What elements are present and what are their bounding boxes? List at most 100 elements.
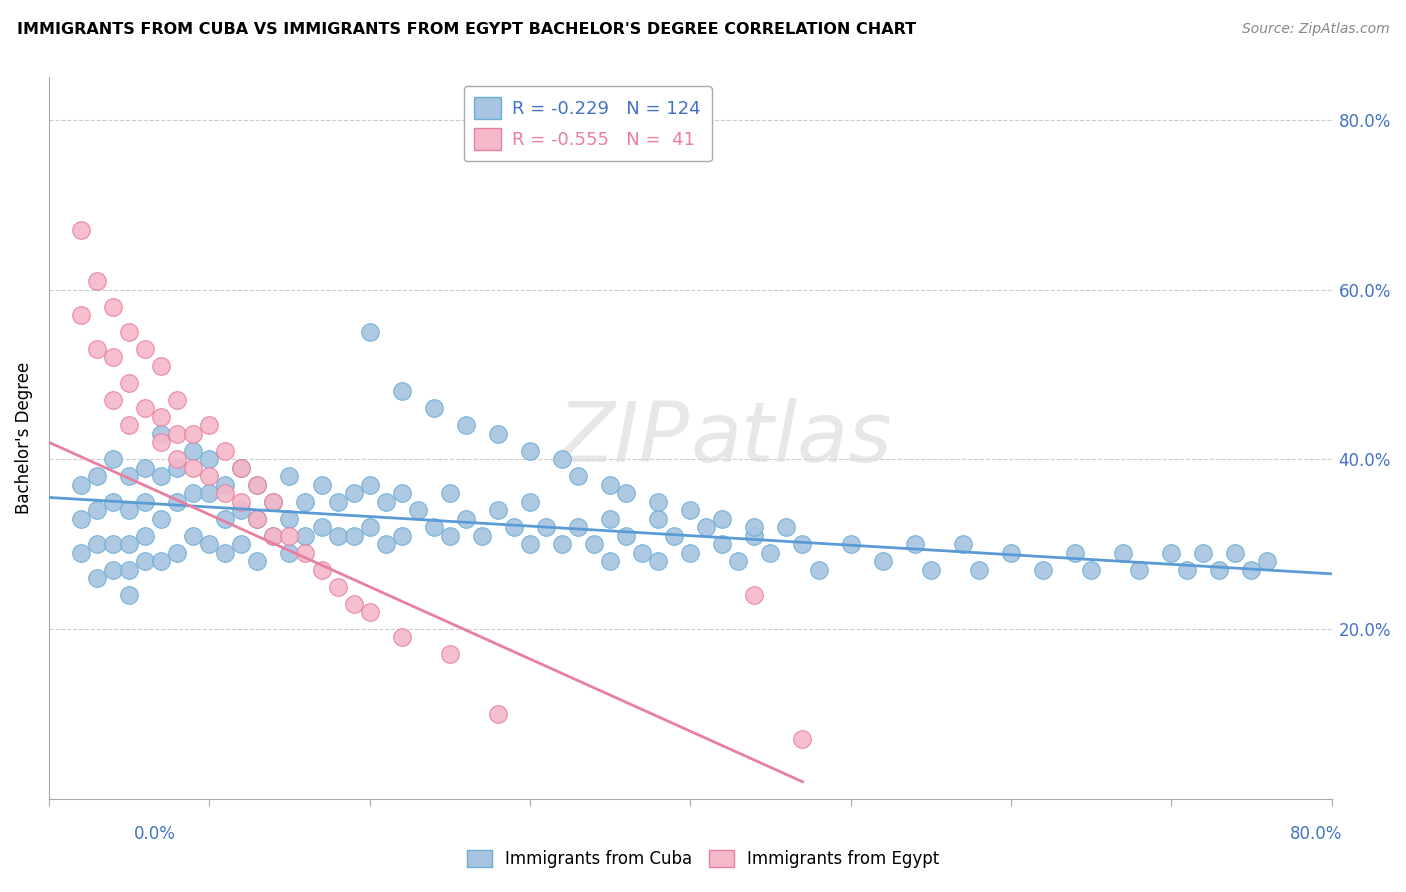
Point bbox=[534, 520, 557, 534]
Point bbox=[86, 503, 108, 517]
Point bbox=[214, 443, 236, 458]
Point bbox=[262, 494, 284, 508]
Point bbox=[647, 554, 669, 568]
Point bbox=[86, 537, 108, 551]
Point bbox=[647, 494, 669, 508]
Point bbox=[311, 520, 333, 534]
Point bbox=[599, 511, 621, 525]
Point bbox=[744, 520, 766, 534]
Point bbox=[311, 563, 333, 577]
Point bbox=[181, 529, 204, 543]
Point bbox=[101, 351, 124, 365]
Point bbox=[872, 554, 894, 568]
Point bbox=[214, 546, 236, 560]
Point bbox=[614, 529, 637, 543]
Point bbox=[1112, 546, 1135, 560]
Point bbox=[181, 443, 204, 458]
Point bbox=[711, 537, 734, 551]
Point bbox=[214, 486, 236, 500]
Point bbox=[262, 529, 284, 543]
Point bbox=[439, 529, 461, 543]
Legend: R = -0.229   N = 124, R = -0.555   N =  41: R = -0.229 N = 124, R = -0.555 N = 41 bbox=[464, 87, 711, 161]
Point bbox=[166, 392, 188, 407]
Point bbox=[422, 520, 444, 534]
Point bbox=[454, 418, 477, 433]
Point bbox=[503, 520, 526, 534]
Point bbox=[342, 597, 364, 611]
Point bbox=[134, 460, 156, 475]
Point bbox=[150, 435, 173, 450]
Legend: Immigrants from Cuba, Immigrants from Egypt: Immigrants from Cuba, Immigrants from Eg… bbox=[460, 843, 946, 875]
Point bbox=[118, 588, 141, 602]
Point bbox=[134, 342, 156, 356]
Point bbox=[134, 529, 156, 543]
Y-axis label: Bachelor's Degree: Bachelor's Degree bbox=[15, 362, 32, 514]
Point bbox=[567, 520, 589, 534]
Point bbox=[294, 546, 316, 560]
Point bbox=[1192, 546, 1215, 560]
Point bbox=[118, 418, 141, 433]
Point bbox=[904, 537, 927, 551]
Point bbox=[631, 546, 654, 560]
Point bbox=[101, 452, 124, 467]
Point bbox=[86, 342, 108, 356]
Point bbox=[198, 469, 221, 483]
Point bbox=[181, 460, 204, 475]
Point bbox=[246, 511, 269, 525]
Point bbox=[920, 563, 942, 577]
Point bbox=[70, 477, 93, 491]
Point bbox=[150, 359, 173, 373]
Point bbox=[599, 554, 621, 568]
Point bbox=[70, 546, 93, 560]
Point bbox=[486, 706, 509, 721]
Point bbox=[1128, 563, 1150, 577]
Point bbox=[519, 443, 541, 458]
Point bbox=[166, 546, 188, 560]
Point bbox=[311, 477, 333, 491]
Point bbox=[231, 494, 253, 508]
Point bbox=[326, 494, 349, 508]
Point bbox=[391, 384, 413, 399]
Point bbox=[150, 554, 173, 568]
Point bbox=[727, 554, 749, 568]
Point bbox=[439, 486, 461, 500]
Point bbox=[342, 529, 364, 543]
Point bbox=[744, 588, 766, 602]
Point bbox=[118, 503, 141, 517]
Point bbox=[775, 520, 797, 534]
Point bbox=[359, 605, 381, 619]
Point bbox=[134, 494, 156, 508]
Point bbox=[952, 537, 974, 551]
Point bbox=[70, 308, 93, 322]
Point bbox=[86, 274, 108, 288]
Text: 80.0%: 80.0% bbox=[1291, 825, 1343, 843]
Point bbox=[231, 460, 253, 475]
Point bbox=[101, 537, 124, 551]
Point bbox=[1064, 546, 1087, 560]
Point bbox=[134, 401, 156, 416]
Point bbox=[422, 401, 444, 416]
Point bbox=[614, 486, 637, 500]
Point bbox=[181, 426, 204, 441]
Point bbox=[792, 732, 814, 747]
Point bbox=[101, 563, 124, 577]
Point bbox=[214, 477, 236, 491]
Point bbox=[101, 300, 124, 314]
Point bbox=[567, 469, 589, 483]
Point bbox=[214, 511, 236, 525]
Point bbox=[744, 529, 766, 543]
Point bbox=[391, 486, 413, 500]
Point bbox=[1000, 546, 1022, 560]
Point bbox=[486, 503, 509, 517]
Point bbox=[278, 469, 301, 483]
Point bbox=[198, 452, 221, 467]
Point bbox=[326, 529, 349, 543]
Point bbox=[391, 529, 413, 543]
Point bbox=[118, 376, 141, 390]
Point bbox=[278, 546, 301, 560]
Point bbox=[695, 520, 717, 534]
Point bbox=[101, 494, 124, 508]
Text: ZIP: ZIP bbox=[558, 398, 690, 479]
Point bbox=[1240, 563, 1263, 577]
Point bbox=[150, 469, 173, 483]
